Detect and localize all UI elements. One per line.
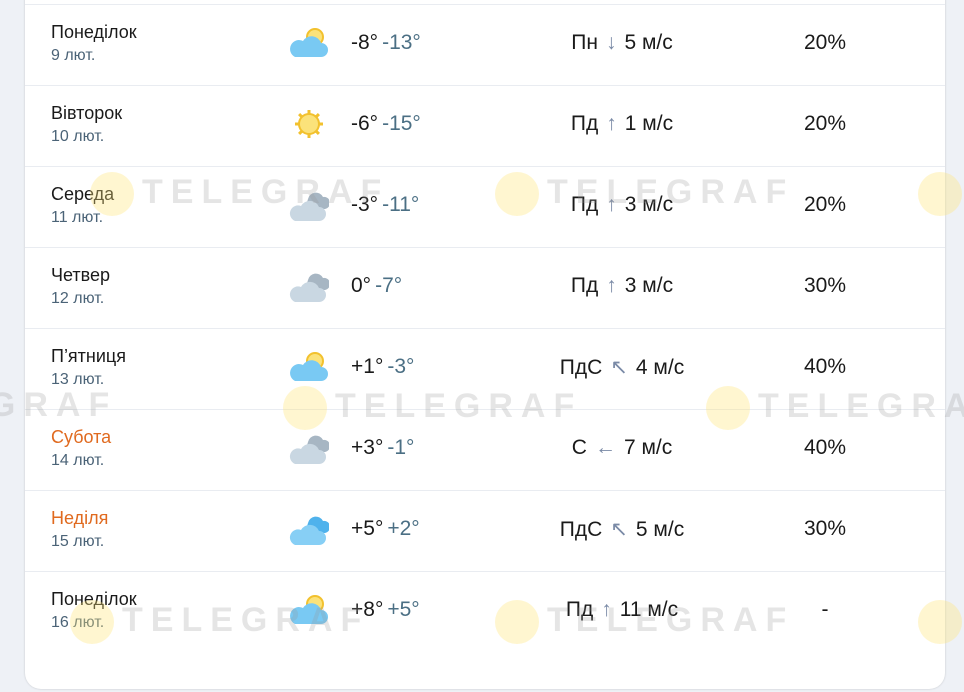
forecast-list: Понеділок 9 лют. -8° -13° Пн ↓ 5 м/с 20% Ві… — [25, 4, 945, 652]
temp-max: -8° — [351, 31, 379, 54]
wind-arrow-icon: ↖ — [610, 356, 628, 379]
wind-speed: 3 м/с — [624, 193, 674, 216]
temperature: -3° -11° — [351, 193, 419, 217]
wind-speed: 5 м/с — [624, 31, 673, 54]
wind: Пн ↓ 5 м/с — [522, 31, 722, 55]
wind-arrow-icon: ↖ — [610, 518, 628, 541]
temperature: +8° +5° — [351, 598, 420, 622]
wind-direction: Пн — [571, 31, 598, 54]
day-date: 16 лют. — [51, 614, 105, 631]
temp-min: -13° — [382, 31, 421, 54]
forecast-row: Понеділок 16 лют. +8° +5° Пд ↑ 11 м/с - — [25, 571, 945, 652]
cloud-icon — [289, 516, 329, 545]
precipitation-chance: 30% — [803, 517, 847, 540]
temp-max: +1° — [351, 355, 384, 378]
wind-direction: Пд — [570, 193, 599, 216]
sun-icon — [295, 110, 323, 138]
wind-direction: С — [571, 436, 587, 459]
day-name: Субота — [51, 427, 112, 447]
forecast-card: Понеділок 9 лют. -8° -13° Пн ↓ 5 м/с 20% Ві… — [25, 0, 945, 689]
day-date: 9 лют. — [51, 47, 96, 64]
wind-speed: 5 м/с — [635, 518, 685, 541]
wind: ПдС ↖ 4 м/с — [522, 355, 722, 380]
day-name: Понеділок — [51, 589, 137, 609]
forecast-row: Середа 11 лют. -3° -11° Пд ↑ 3 м/с 20% — [25, 166, 945, 247]
temp-min: +5° — [387, 598, 420, 621]
forecast-row: П’ятниця 13 лют. +1° -3° ПдС ↖ 4 м/с 40% — [25, 328, 945, 409]
temp-max: -6° — [351, 112, 379, 135]
wind: Пд ↑ 11 м/с — [522, 598, 722, 622]
wind-arrow-icon: ↑ — [601, 598, 612, 621]
precipitation-chance: - — [821, 598, 829, 621]
day-name: П’ятниця — [51, 346, 126, 366]
precipitation-chance: 20% — [803, 193, 847, 216]
day-name: Понеділок — [51, 22, 137, 42]
forecast-row: Понеділок 9 лют. -8° -13° Пн ↓ 5 м/с 20% — [25, 4, 945, 85]
wind-speed: 1 м/с — [624, 112, 674, 135]
temperature: -6° -15° — [351, 112, 421, 136]
precipitation-chance: 20% — [803, 112, 847, 135]
partly-cloudy-icon — [290, 595, 328, 624]
cloudy-icon — [289, 435, 329, 464]
forecast-row: Неділя 15 лют. +5° +2° ПдС ↖ 5 м/с 30% — [25, 490, 945, 571]
temperature: +1° -3° — [351, 355, 414, 379]
wind-direction: Пд — [570, 274, 599, 297]
temperature: +3° -1° — [351, 436, 414, 460]
temperature: -8° -13° — [351, 31, 421, 55]
temp-max: 0° — [351, 274, 372, 297]
wind-speed: 11 м/с — [619, 598, 679, 621]
wind-arrow-icon: ← — [594, 436, 616, 459]
wind-arrow-icon: ↑ — [606, 112, 617, 135]
precipitation-chance: 20% — [803, 31, 847, 54]
wind-speed: 7 м/с — [623, 436, 673, 459]
partly-cloudy-icon — [290, 28, 328, 57]
temp-min: -1° — [387, 436, 415, 459]
wind: Пд ↑ 3 м/с — [522, 193, 722, 217]
day-date: 12 лют. — [51, 290, 105, 307]
temp-min: -15° — [382, 112, 421, 135]
day-name: Середа — [51, 184, 115, 204]
wind: Пд ↑ 3 м/с — [522, 274, 722, 298]
temp-min: -3° — [387, 355, 415, 378]
wind: ПдС ↖ 5 м/с — [522, 517, 722, 542]
wind-direction: ПдС — [559, 518, 603, 541]
temp-max: +5° — [351, 517, 384, 540]
cloudy-icon — [289, 192, 329, 221]
temp-max: -3° — [351, 193, 379, 216]
wind-speed: 4 м/с — [635, 356, 685, 379]
day-name: Четвер — [51, 265, 111, 285]
day-date: 13 лют. — [51, 371, 105, 388]
forecast-row: Субота 14 лют. +3° -1° С ← 7 м/с 40% — [25, 409, 945, 490]
day-date: 11 лют. — [51, 209, 104, 226]
day-name: Вівторок — [51, 103, 123, 123]
day-name: Неділя — [51, 508, 109, 528]
wind-speed: 3 м/с — [624, 274, 674, 297]
wind-arrow-icon: ↓ — [605, 31, 617, 54]
precipitation-chance: 30% — [803, 274, 847, 297]
wind-direction: ПдС — [559, 356, 603, 379]
precipitation-chance: 40% — [803, 436, 847, 459]
wind-direction: Пд — [570, 112, 599, 135]
wind: Пд ↑ 1 м/с — [522, 112, 722, 136]
wind: С ← 7 м/с — [522, 436, 722, 460]
temp-min: +2° — [387, 517, 420, 540]
day-date: 15 лют. — [51, 533, 105, 550]
temperature: 0° -7° — [351, 274, 402, 298]
forecast-row: Четвер 12 лют. 0° -7° Пд ↑ 3 м/с 30% — [25, 247, 945, 328]
day-date: 10 лют. — [51, 128, 105, 145]
precipitation-chance: 40% — [803, 355, 847, 378]
temp-min: -11° — [382, 193, 420, 216]
wind-direction: Пд — [565, 598, 594, 621]
partly-cloudy-icon — [290, 352, 328, 381]
wind-arrow-icon: ↑ — [606, 193, 617, 216]
temp-max: +8° — [351, 598, 384, 621]
cloudy-icon — [289, 273, 329, 302]
forecast-row: Вівторок 10 лют. -6° -15° Пд ↑ 1 м/с 20% — [25, 85, 945, 166]
temp-max: +3° — [351, 436, 384, 459]
temp-min: -7° — [375, 274, 403, 297]
wind-arrow-icon: ↑ — [606, 274, 617, 297]
day-date: 14 лют. — [51, 452, 105, 469]
temperature: +5° +2° — [351, 517, 420, 541]
